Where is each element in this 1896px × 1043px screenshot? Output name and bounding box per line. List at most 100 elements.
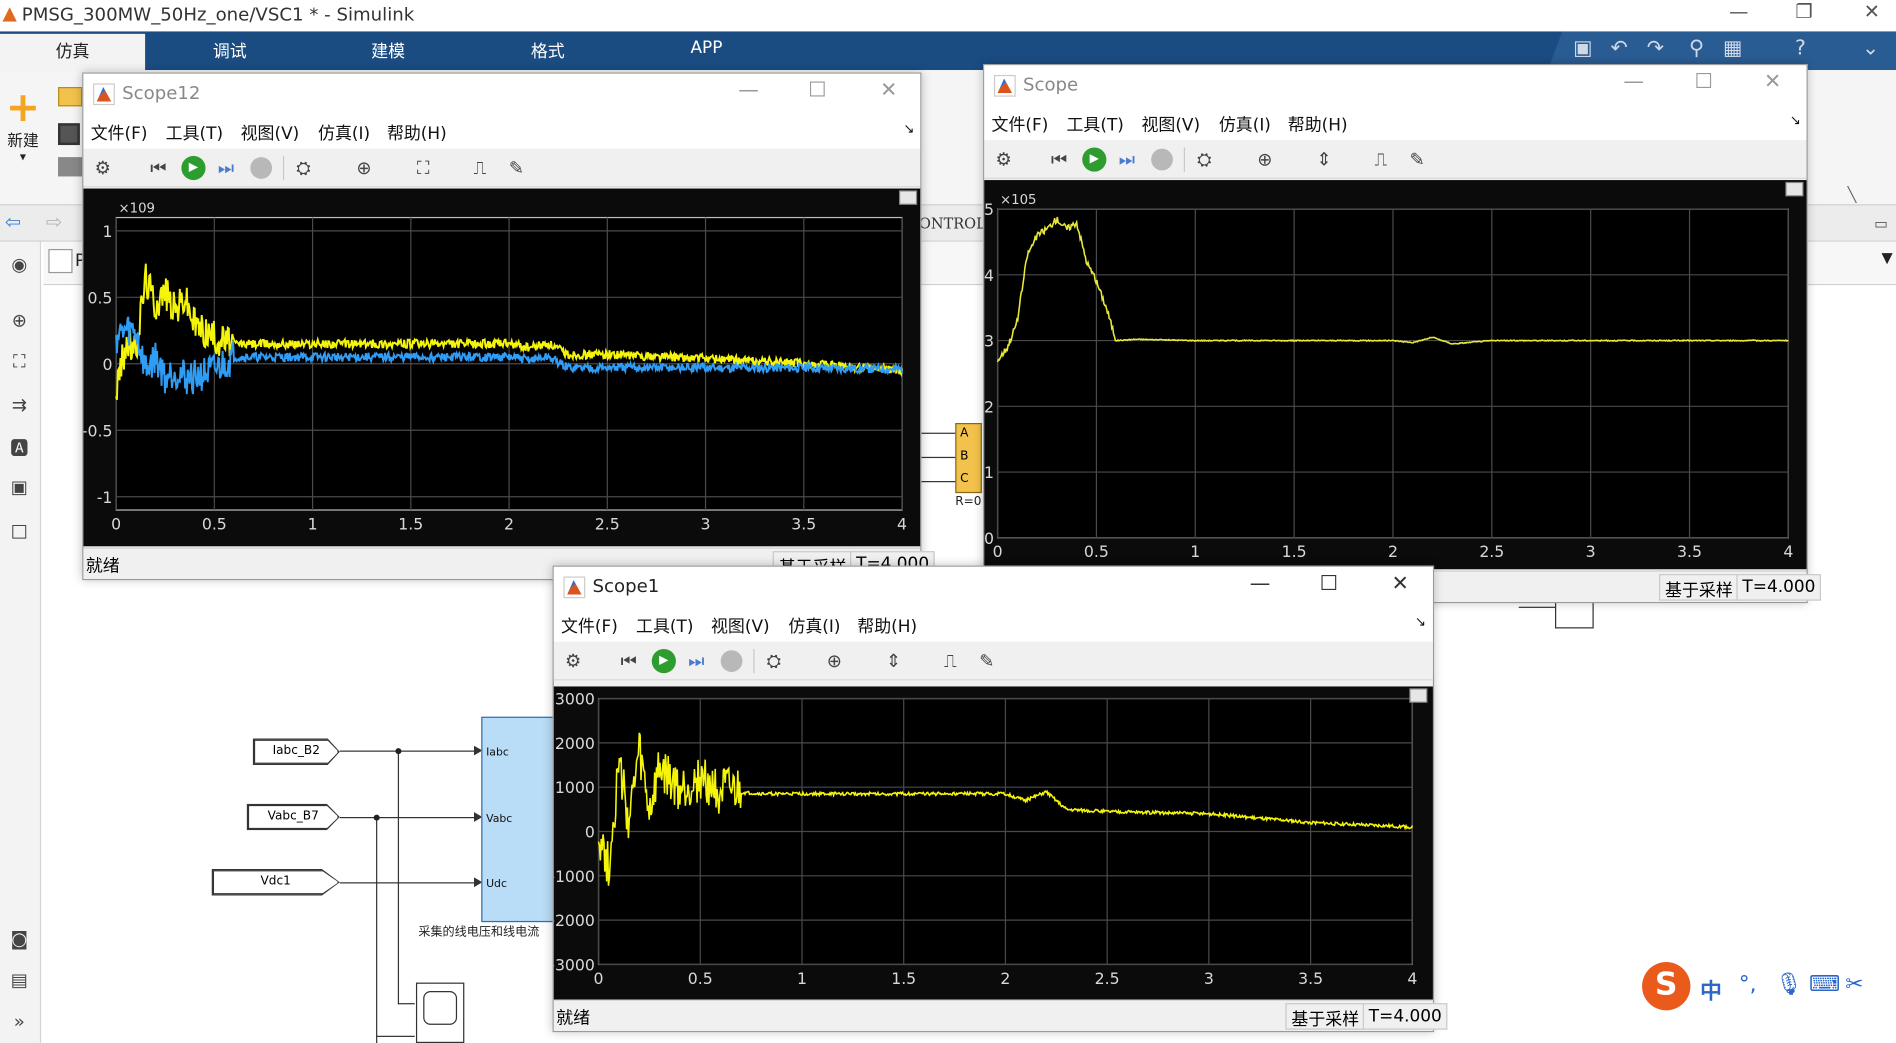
scope1-chart[interactable]: 0 0.5 1 1.5 2 2.5 3 3.5 4 3000 2000 1000 0 -1000 -2000… — [549, 686, 1433, 999]
menu-view[interactable]: 视图(V) — [710, 617, 770, 637]
maximize-icon[interactable]: ☐ — [1319, 571, 1339, 596]
goto-tag-vabc[interactable]: Vabc_B7 — [247, 804, 339, 830]
save-icon[interactable]: ▣ — [1573, 36, 1593, 61]
sogou-logo-icon[interactable]: S — [1642, 962, 1691, 1011]
highlight-block-icon[interactable]: ⛭ — [296, 157, 311, 179]
scope12-chart[interactable]: 0 0.5 1 1.5 2 2.5 3 3.5 4 1 0.5 0 -0.5 -1 ×109 — [82, 189, 920, 547]
signal-line[interactable] — [921, 456, 956, 459]
zoom-in-icon[interactable]: ⊕ — [11, 309, 27, 332]
image-icon[interactable]: ▣ — [10, 476, 28, 498]
dock-icon[interactable]: ↘ — [1414, 613, 1426, 630]
help-icon[interactable]: ? — [1795, 36, 1806, 61]
highlight-block-icon[interactable]: ⛭ — [1197, 148, 1212, 171]
scope-block[interactable] — [415, 982, 465, 1043]
trigger-icon[interactable]: ⎍ — [473, 157, 487, 179]
settings-gear-icon[interactable]: ⚙ — [565, 650, 582, 672]
signal-line[interactable] — [339, 817, 476, 819]
menu-help[interactable]: 帮助(H) — [857, 617, 918, 637]
tab-dropdown-icon[interactable]: ▼ — [1881, 248, 1893, 266]
zoom-icon[interactable]: ⊕ — [826, 650, 842, 672]
tab-format[interactable]: 格式 — [530, 42, 565, 62]
route-lines-icon[interactable]: ⇉ — [11, 393, 27, 416]
signal-line[interactable] — [339, 750, 476, 752]
close-icon[interactable]: ✕ — [1863, 0, 1880, 23]
branch-line[interactable] — [376, 817, 378, 1043]
run-icon[interactable]: ▶ — [1082, 147, 1107, 172]
autoscale-icon[interactable]: ⇕ — [1316, 148, 1332, 171]
area-icon[interactable]: □ — [10, 519, 28, 542]
signal-line[interactable] — [376, 1035, 415, 1037]
measurement-subsystem[interactable]: Iabc Vabc Udc — [481, 716, 557, 923]
stop-icon[interactable] — [1151, 148, 1173, 171]
minimize-icon[interactable]: — — [1729, 0, 1749, 23]
forward-arrow-icon[interactable]: ⇨ — [45, 210, 63, 234]
restore-icon[interactable]: ❐ — [1795, 0, 1813, 23]
scope12-window[interactable]: Scope12 — ☐ ✕ 文件(F) 工具(T) 视图(V) 仿真(I) 帮助… — [82, 72, 936, 581]
open-folder-icon[interactable] — [58, 87, 83, 107]
chinese-mode-icon[interactable]: 中 — [1700, 978, 1722, 1005]
minimize-icon[interactable]: — — [1249, 571, 1271, 596]
zoom-icon[interactable]: ⊕ — [356, 157, 372, 179]
goto-tag-iabc[interactable]: Iabc_B2 — [253, 739, 339, 764]
measure-icon[interactable]: ✎ — [508, 157, 524, 179]
scope12-title-bar[interactable]: Scope12 — ☐ ✕ — [83, 73, 921, 115]
stop-icon[interactable] — [720, 650, 743, 672]
menu-tools[interactable]: 工具(T) — [165, 124, 224, 144]
keyboard-icon[interactable]: ▭ — [1874, 215, 1888, 233]
keyboard-icon[interactable]: ⌨ — [1808, 971, 1841, 998]
goto-tag-vdc[interactable]: Vdc1 — [212, 870, 339, 895]
signal-line[interactable] — [1518, 606, 1556, 608]
punctuation-icon[interactable]: °, — [1738, 971, 1757, 998]
dock-icon[interactable]: ↘ — [1789, 112, 1801, 129]
menu-help[interactable]: 帮助(H) — [1287, 116, 1348, 136]
maximize-icon[interactable]: ☐ — [1694, 70, 1713, 95]
three-phase-block[interactable]: A B C — [955, 423, 982, 494]
step-back-icon[interactable]: ⏮ — [1051, 148, 1068, 171]
measure-icon[interactable]: ✎ — [1409, 148, 1425, 171]
scope-chart[interactable]: 0 0.5 1 1.5 2 2.5 3 3.5 4 5 4 3 2 1 0 ×105 — [984, 180, 1806, 569]
tab-debug[interactable]: 调试 — [212, 42, 247, 62]
step-back-icon[interactable]: ⏮ — [150, 157, 167, 179]
autoscale-icon[interactable]: ⇕ — [885, 650, 902, 672]
search-icon[interactable]: ⚲ — [1688, 36, 1704, 61]
minimize-icon[interactable]: — — [1623, 70, 1644, 95]
menu-help[interactable]: 帮助(H) — [386, 124, 447, 144]
expand-palette-icon[interactable]: » — [13, 1010, 25, 1033]
window-layout-icon[interactable]: ▦ — [1723, 36, 1743, 61]
close-icon[interactable]: ✕ — [1764, 70, 1782, 95]
hide-show-icon[interactable]: ◉ — [11, 253, 28, 276]
scope12-plot-area[interactable]: 0 0.5 1 1.5 2 2.5 3 3.5 4 1 0.5 0 -0.5 -1 ×109 — [82, 188, 921, 547]
menu-view[interactable]: 视图(V) — [1141, 116, 1201, 136]
autoscale-icon[interactable]: ⛶ — [416, 157, 430, 179]
menu-simulation[interactable]: 仿真(I) — [1218, 116, 1271, 136]
menu-tools[interactable]: 工具(T) — [636, 617, 694, 637]
undo-icon[interactable]: ↶ — [1610, 36, 1628, 61]
scope1-plot-area[interactable]: 0 0.5 1 1.5 2 2.5 3 3.5 4 3000 2000 1000 0 -1000 -2000… — [549, 686, 1433, 1000]
model-tab-p[interactable]: P — [74, 251, 86, 271]
menu-view[interactable]: 视图(V) — [240, 124, 300, 144]
close-icon[interactable]: ✕ — [880, 78, 898, 103]
menu-simulation[interactable]: 仿真(I) — [318, 124, 371, 144]
settings-gear-icon[interactable]: ⚙ — [995, 148, 1012, 171]
print-icon[interactable] — [58, 157, 83, 177]
minimize-icon[interactable]: — — [738, 78, 759, 103]
annotation-icon[interactable]: 🅰 — [10, 437, 29, 460]
collapse-arrow-icon[interactable]: ╲ — [1847, 186, 1857, 204]
branch-line[interactable] — [397, 750, 400, 1005]
run-icon[interactable]: ▶ — [181, 155, 206, 181]
scope1-window[interactable]: Scope1 — ☐ ✕ 文件(F) 工具(T) 视图(V) 仿真(I) 帮助(… — [549, 565, 1448, 1033]
measure-icon[interactable]: ✎ — [979, 650, 995, 672]
trigger-icon[interactable]: ⎍ — [944, 650, 957, 672]
tab-apps[interactable]: APP — [690, 38, 723, 59]
signal-line[interactable] — [921, 432, 956, 434]
trigger-icon[interactable]: ⎍ — [1374, 148, 1388, 171]
menu-file[interactable]: 文件(F) — [561, 617, 618, 637]
save-model-icon[interactable] — [58, 123, 80, 146]
menu-tools[interactable]: 工具(T) — [1066, 116, 1124, 136]
close-icon[interactable]: ✕ — [1391, 571, 1409, 596]
signal-line[interactable] — [397, 1003, 415, 1005]
settings-gear-icon[interactable]: ⚙ — [94, 157, 111, 179]
new-button[interactable]: + 新建 ▾ — [5, 87, 41, 164]
step-forward-icon[interactable]: ⏭ — [688, 650, 705, 672]
run-icon[interactable]: ▶ — [651, 649, 676, 674]
